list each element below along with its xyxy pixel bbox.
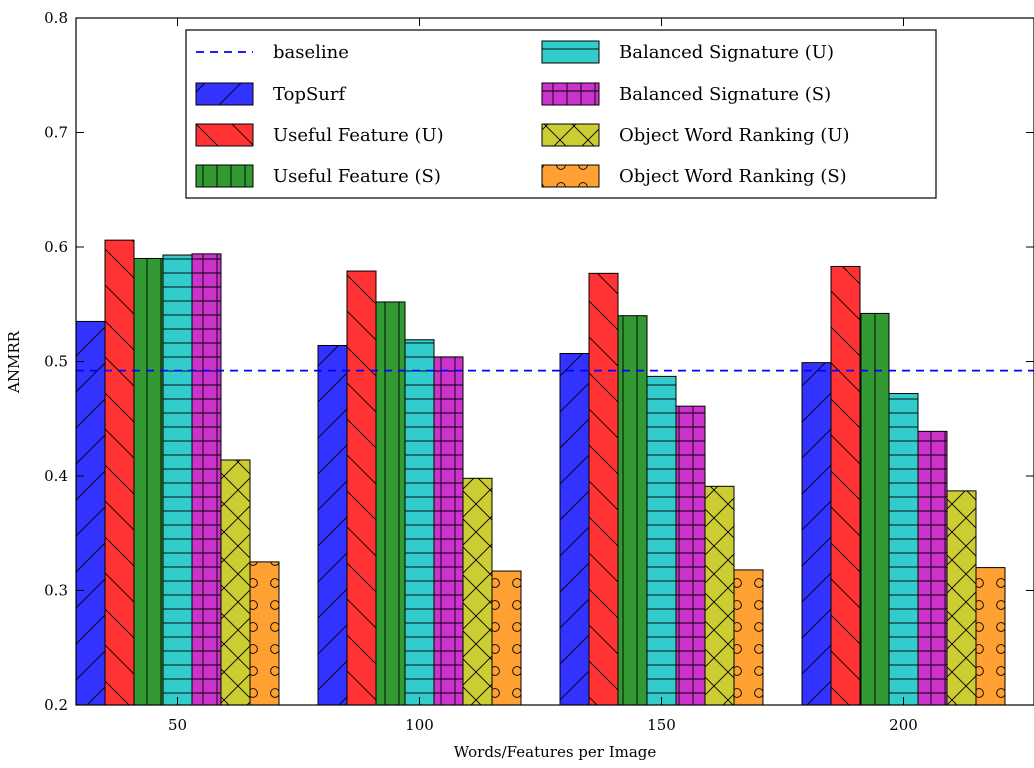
bar bbox=[917, 430, 948, 706]
legend-label: Object Word Ranking (U) bbox=[619, 125, 850, 146]
bar-hatch bbox=[704, 485, 735, 706]
bars-layer bbox=[75, 239, 1006, 706]
legend-swatch-hatch bbox=[195, 123, 254, 147]
legend-entry: Balanced Signature (U) bbox=[541, 40, 834, 64]
x-tick-label: 200 bbox=[889, 716, 918, 734]
legend-entry: Useful Feature (S) bbox=[195, 164, 441, 188]
legend-swatch-hatch bbox=[541, 40, 600, 64]
bar bbox=[104, 239, 135, 706]
bar-hatch bbox=[946, 490, 977, 706]
legend-label: Balanced Signature (U) bbox=[619, 42, 834, 63]
bar-hatch bbox=[646, 375, 677, 706]
legend-label: Useful Feature (U) bbox=[273, 125, 444, 146]
bar bbox=[162, 254, 193, 706]
legend-entry: TopSurf bbox=[195, 82, 346, 106]
legend-swatch-hatch bbox=[195, 82, 254, 106]
bar-hatch bbox=[133, 257, 164, 706]
x-tick-label: 100 bbox=[405, 716, 434, 734]
bar bbox=[346, 270, 377, 706]
bar-hatch bbox=[220, 459, 251, 706]
bar bbox=[249, 561, 280, 706]
bar bbox=[404, 339, 435, 706]
bar-hatch bbox=[975, 567, 1006, 706]
bar bbox=[317, 344, 348, 706]
legend-entry: Balanced Signature (S) bbox=[541, 82, 831, 106]
bar bbox=[859, 312, 890, 706]
bar-hatch bbox=[588, 272, 619, 706]
legend-entry: Object Word Ranking (S) bbox=[541, 164, 847, 188]
bar-hatch bbox=[433, 356, 464, 706]
legend-swatch-hatch bbox=[541, 123, 600, 147]
bar bbox=[133, 257, 164, 706]
bar-hatch bbox=[917, 430, 948, 706]
bar-hatch bbox=[830, 265, 861, 706]
legend-label: Useful Feature (S) bbox=[273, 166, 441, 187]
bar bbox=[491, 570, 522, 706]
bar-hatch bbox=[191, 253, 222, 706]
x-tick-label: 150 bbox=[647, 716, 676, 734]
bar bbox=[646, 375, 677, 706]
bar bbox=[975, 567, 1006, 706]
legend-swatch-hatch bbox=[541, 82, 600, 106]
bar bbox=[433, 356, 464, 706]
legend-entry: Useful Feature (U) bbox=[195, 123, 444, 147]
bar-hatch bbox=[801, 362, 832, 706]
bar-hatch bbox=[317, 344, 348, 706]
bar bbox=[588, 272, 619, 706]
y-tick-label: 0.8 bbox=[44, 9, 68, 27]
bar-hatch bbox=[733, 569, 764, 706]
bar bbox=[462, 477, 493, 706]
bar-hatch bbox=[491, 570, 522, 706]
bar-hatch bbox=[888, 393, 919, 706]
bar-hatch bbox=[675, 405, 706, 706]
bar bbox=[704, 485, 735, 706]
x-tick-label: 50 bbox=[168, 716, 187, 734]
bar bbox=[617, 315, 648, 706]
legend-entry: Object Word Ranking (U) bbox=[541, 123, 850, 147]
bar-hatch bbox=[346, 270, 377, 706]
bar bbox=[733, 569, 764, 706]
bar bbox=[220, 459, 251, 706]
legend: baseline TopSurf Useful Feature (U) Useful … bbox=[185, 29, 937, 199]
legend-label: baseline bbox=[273, 42, 349, 63]
bar-hatch bbox=[462, 477, 493, 706]
bar bbox=[888, 393, 919, 706]
legend-swatch-hatch bbox=[195, 164, 254, 188]
legend-entry: baseline bbox=[196, 42, 349, 63]
bar bbox=[801, 362, 832, 706]
bar bbox=[946, 490, 977, 706]
bar bbox=[559, 352, 590, 706]
legend-label: TopSurf bbox=[273, 84, 346, 105]
bar-hatch bbox=[617, 315, 648, 706]
bar bbox=[375, 301, 406, 706]
x-axis-label: Words/Features per Image bbox=[454, 743, 657, 761]
bar-hatch bbox=[859, 312, 890, 706]
legend-swatch-hatch bbox=[541, 164, 600, 188]
bar-hatch bbox=[249, 561, 280, 706]
bar-hatch bbox=[559, 352, 590, 706]
ticks-layer: 0.2 0.3 0.4 0.5 0.6 0.7 0.8 50 100 150 200 bbox=[44, 9, 1034, 734]
y-tick-label: 0.2 bbox=[44, 696, 68, 714]
bar bbox=[75, 320, 106, 706]
y-tick-label: 0.3 bbox=[44, 582, 68, 600]
y-tick-label: 0.4 bbox=[44, 467, 68, 485]
bar bbox=[830, 265, 861, 706]
y-axis-label: ANMRR bbox=[5, 330, 23, 394]
bar-hatch bbox=[75, 320, 106, 706]
bar bbox=[191, 253, 222, 706]
bar-hatch bbox=[375, 301, 406, 706]
bar-hatch bbox=[162, 254, 193, 706]
bar-hatch bbox=[104, 239, 135, 706]
y-tick-label: 0.5 bbox=[44, 353, 68, 371]
bar-hatch bbox=[404, 339, 435, 706]
bar bbox=[675, 405, 706, 706]
y-tick-label: 0.7 bbox=[44, 124, 68, 142]
legend-label: Object Word Ranking (S) bbox=[619, 166, 847, 187]
y-tick-label: 0.6 bbox=[44, 238, 68, 256]
legend-label: Balanced Signature (S) bbox=[619, 84, 831, 105]
